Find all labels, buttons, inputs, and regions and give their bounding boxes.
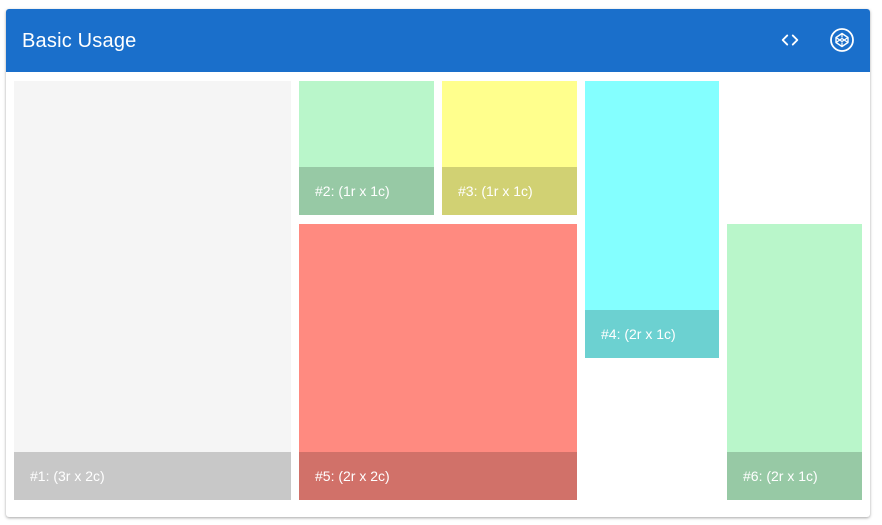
tile-footer: #4: (2r x 1c): [585, 310, 719, 358]
grid-tile-2: #2: (1r x 1c): [299, 81, 434, 215]
card-title: Basic Usage: [22, 30, 137, 52]
codepen-icon: [829, 27, 855, 53]
tile-footer: #5: (2r x 2c): [299, 452, 577, 500]
code-icon: [779, 29, 801, 51]
tile-label: #6: (2r x 1c): [743, 468, 818, 484]
grid-tile-4: #4: (2r x 1c): [585, 81, 719, 358]
open-codepen-button[interactable]: [825, 23, 859, 57]
basic-usage-card: Basic Usage #1: (3r x 2c) #2: (1r x 1: [6, 9, 870, 517]
grid-tile-3: #3: (1r x 1c): [442, 81, 577, 215]
card-toolbar: Basic Usage: [6, 9, 870, 72]
tile-label: #5: (2r x 2c): [315, 468, 390, 484]
grid-tile-6: #6: (2r x 1c): [727, 224, 862, 500]
tile-label: #3: (1r x 1c): [458, 183, 533, 199]
view-source-button[interactable]: [773, 23, 807, 57]
tile-footer: #2: (1r x 1c): [299, 167, 434, 215]
grid-tile-5: #5: (2r x 2c): [299, 224, 577, 500]
tile-label: #1: (3r x 2c): [30, 468, 105, 484]
tile-label: #4: (2r x 1c): [601, 326, 676, 342]
tile-footer: #3: (1r x 1c): [442, 167, 577, 215]
grid-tile-1: #1: (3r x 2c): [14, 81, 291, 500]
tile-label: #2: (1r x 1c): [315, 183, 390, 199]
tile-footer: #1: (3r x 2c): [14, 452, 291, 500]
tile-footer: #6: (2r x 1c): [727, 452, 862, 500]
